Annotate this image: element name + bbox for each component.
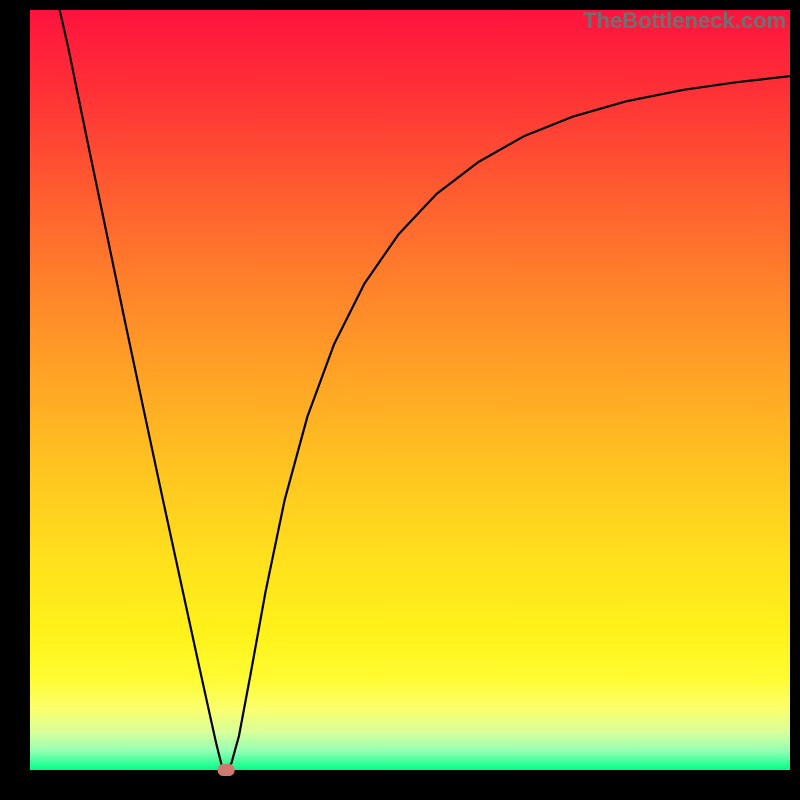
- bottleneck-chart: [0, 0, 800, 800]
- optimal-point-marker: [218, 765, 234, 776]
- chart-container: TheBottleneck.com: [0, 0, 800, 800]
- plot-area-gradient: [30, 10, 790, 770]
- watermark-text: TheBottleneck.com: [583, 8, 786, 34]
